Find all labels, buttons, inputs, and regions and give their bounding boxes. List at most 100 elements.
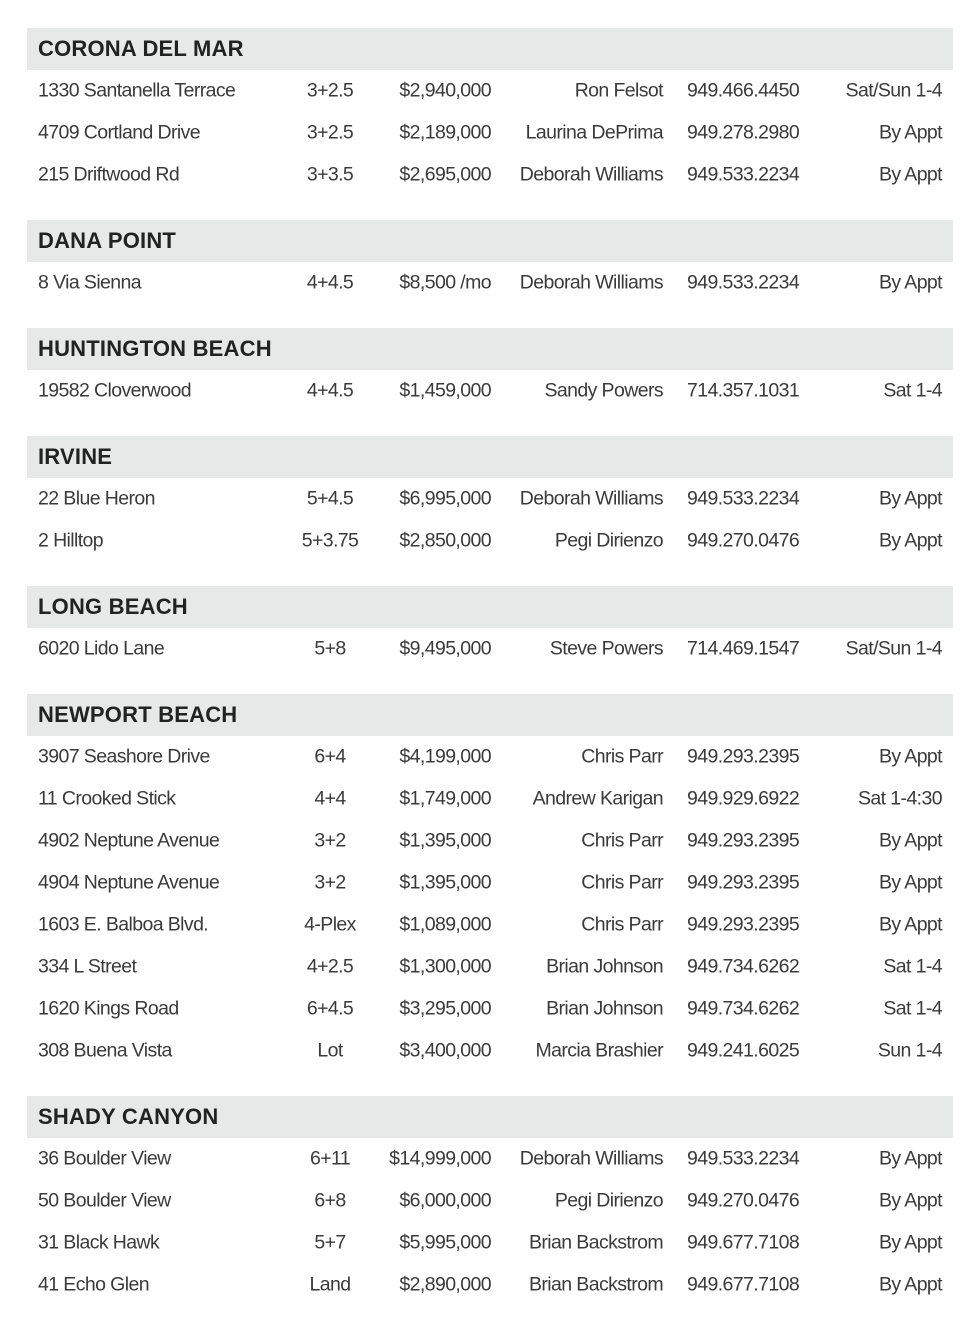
agent: Chris Parr [581,745,663,768]
phone: 949.293.2395 [687,913,800,936]
address: 8 Via Sienna [38,271,142,294]
city-section: LONG BEACH 6020 Lido Lane 5+8 $9,495,000 Ste… [27,586,953,670]
city-header: SHADY CANYON [27,1096,953,1138]
phone: 949.293.2395 [687,745,800,768]
open-house-time: Sat/Sun 1-4 [845,637,943,660]
beds-baths-value: 4-Plex [304,913,356,936]
price: $1,395,000 [399,829,491,852]
city-section: SHADY CANYON 36 Boulder View 6+11 $14,999,0… [27,1096,953,1306]
agent: Chris Parr [581,913,663,936]
city-section: DANA POINT 8 Via Sienna 4+4.5 $8,500 /mo Deb… [27,220,953,304]
agent: Marcia Brashier [535,1039,663,1062]
listing-row: 4709 Cortland Drive 3+2.5 $2,189,000 Laurin… [27,112,953,154]
address: 1603 E. Balboa Blvd. [38,913,209,936]
beds-baths-value: 4+2.5 [306,955,354,978]
address: 334 L Street [38,955,137,978]
agent: Brian Backstrom [528,1273,664,1296]
beds-baths-value: 3+2.5 [306,79,354,102]
phone: 949.278.2980 [687,121,800,144]
agent: Laurina DePrima [525,121,664,144]
listing-row: 1603 E. Balboa Blvd. 4-Plex $1,089,000 Chri… [27,904,953,946]
beds-baths-value: Land [309,1273,352,1296]
open-house-time: By Appt [878,529,943,552]
open-house-time: By Appt [878,121,943,144]
address: 36 Boulder View [38,1147,171,1170]
price: $2,189,000 [399,121,491,144]
address: 41 Echo Glen [38,1273,150,1296]
price: $6,995,000 [399,487,491,510]
address: 1620 Kings Road [38,997,179,1020]
listing-row: 1620 Kings Road 6+4.5 $3,295,000 Brian John… [27,988,953,1030]
agent: Andrew Karigan [532,787,664,810]
listing-row: 215 Driftwood Rd 3+3.5 $2,695,000 Deborah W… [27,154,953,196]
listing-row: 4902 Neptune Avenue 3+2 $1,395,000 Chris Pa… [27,820,953,862]
agent: Steve Powers [549,637,664,660]
phone: 714.357.1031 [687,379,800,402]
address: 3907 Seashore Drive [38,745,210,768]
price: $2,695,000 [399,163,491,186]
beds-baths-value: 4+4.5 [306,271,354,294]
phone: 949.293.2395 [687,829,800,852]
agent: Chris Parr [581,871,663,894]
beds-baths-value: 3+2 [314,871,346,894]
address: 2 Hilltop [38,529,104,552]
beds-baths-value: 6+4.5 [306,997,354,1020]
phone: 949.293.2395 [687,871,800,894]
price: $1,395,000 [399,871,491,894]
phone: 949.533.2234 [687,487,800,510]
price: $4,199,000 [399,745,491,768]
beds-baths-value: 6+11 [309,1147,351,1170]
beds-baths-value: 5+7 [314,1231,346,1254]
agent: Deborah Williams [519,1147,664,1170]
city-header: NEWPORT BEACH [27,694,953,736]
address: 308 Buena Vista [38,1039,172,1062]
listing-row: 6020 Lido Lane 5+8 $9,495,000 Steve Powers 7… [27,628,953,670]
beds-baths-value: 6+4 [314,745,346,768]
agent: Pegi Dirienzo [554,529,664,552]
open-house-time: By Appt [878,1189,943,1212]
open-house-time: Sat 1-4 [883,379,942,402]
agent: Brian Johnson [546,997,663,1020]
address: 50 Boulder View [38,1189,171,1212]
listing-row: 11 Crooked Stick 4+4 $1,749,000 Andrew Kari… [27,778,953,820]
listing-row: 41 Echo Glen Land $2,890,000 Brian Backstro… [27,1264,953,1306]
listing-row: 31 Black Hawk 5+7 $5,995,000 Brian Backstro… [27,1222,953,1264]
open-house-time: By Appt [878,1147,943,1170]
phone: 949.241.6025 [687,1039,800,1062]
agent: Brian Johnson [546,955,663,978]
phone: 949.533.2234 [687,163,800,186]
phone: 949.734.6262 [687,997,800,1020]
beds-baths-value: 5+8 [314,637,346,660]
beds-baths-value: 6+8 [314,1189,346,1212]
open-house-time: By Appt [878,871,943,894]
beds-baths-value: 4+4 [314,787,346,810]
agent: Ron Felsot [574,79,664,102]
open-house-time: By Appt [878,829,943,852]
open-house-listings: CORONA DEL MAR 1330 Santanella Terrace 3+2… [27,28,953,1330]
open-house-time: By Appt [878,1231,943,1254]
price: $9,495,000 [399,637,491,660]
listing-row: 1330 Santanella Terrace 3+2.5 $2,940,000 Ro… [27,70,953,112]
listing-row: 2 Hilltop 5+3.75 $2,850,000 Pegi Dirienzo 94… [27,520,953,562]
phone: 949.734.6262 [687,955,800,978]
price: $3,400,000 [399,1039,491,1062]
phone: 949.533.2234 [687,271,800,294]
beds-baths-value: 3+2 [314,829,346,852]
beds-baths-value: Lot [317,1039,343,1062]
agent: Sandy Powers [544,379,663,402]
phone: 949.533.2234 [687,1147,800,1170]
open-house-time: Sat 1-4 [883,997,942,1020]
listing-row: 8 Via Sienna 4+4.5 $8,500 /mo Deborah Willi… [27,262,953,304]
listing-row: 308 Buena Vista Lot $3,400,000 Marcia Brash… [27,1030,953,1072]
listing-row: 19582 Cloverwood 4+4.5 $1,459,000 Sandy Pow… [27,370,953,412]
phone: 949.466.4450 [687,79,800,102]
city-section: IRVINE 22 Blue Heron 5+4.5 $6,995,000 Debora… [27,436,953,562]
price: $1,749,000 [399,787,491,810]
phone: 949.270.0476 [687,529,800,552]
price: $14,999,000 [389,1147,491,1170]
beds-baths-value: 5+3.75 [301,529,359,552]
listing-row: 22 Blue Heron 5+4.5 $6,995,000 Deborah Will… [27,478,953,520]
open-house-time: Sat 1-4 [883,955,942,978]
listing-row: 334 L Street 4+2.5 $1,300,000 Brian Johnson… [27,946,953,988]
address: 31 Black Hawk [38,1231,160,1254]
